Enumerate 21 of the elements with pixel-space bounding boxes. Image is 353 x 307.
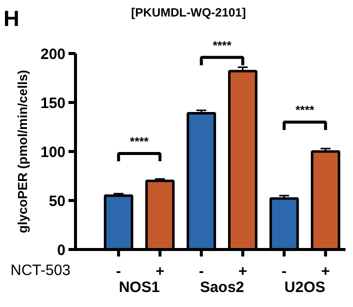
y-tick-label: 200 <box>40 46 66 63</box>
y-tick-label: 0 <box>57 242 66 259</box>
x-tick-label: - <box>198 263 204 280</box>
x-tick-label: - <box>282 263 287 280</box>
text: **** <box>212 38 232 53</box>
text: NCT-503 <box>10 262 71 279</box>
x-tick-label: + <box>238 263 248 280</box>
annotation: **** <box>130 134 149 149</box>
text: NOS1 <box>118 279 160 296</box>
y-tick-label: 50 <box>48 193 66 210</box>
x-tick-label: - <box>116 263 122 280</box>
x-tick-label: + <box>156 263 165 280</box>
text: H <box>4 6 20 31</box>
y-tick-label: 150 <box>40 95 66 112</box>
annotation: **** <box>296 103 315 118</box>
y-tick-label: 100 <box>40 144 66 161</box>
text: U2OS <box>284 279 326 296</box>
text: Saos2 <box>200 279 244 296</box>
chart-title: [PKUMDL-WQ-2101] <box>131 6 246 20</box>
x-tick-label: + <box>321 263 330 280</box>
y-axis-title: glycoPER (pmol/min/cells) <box>15 70 30 234</box>
